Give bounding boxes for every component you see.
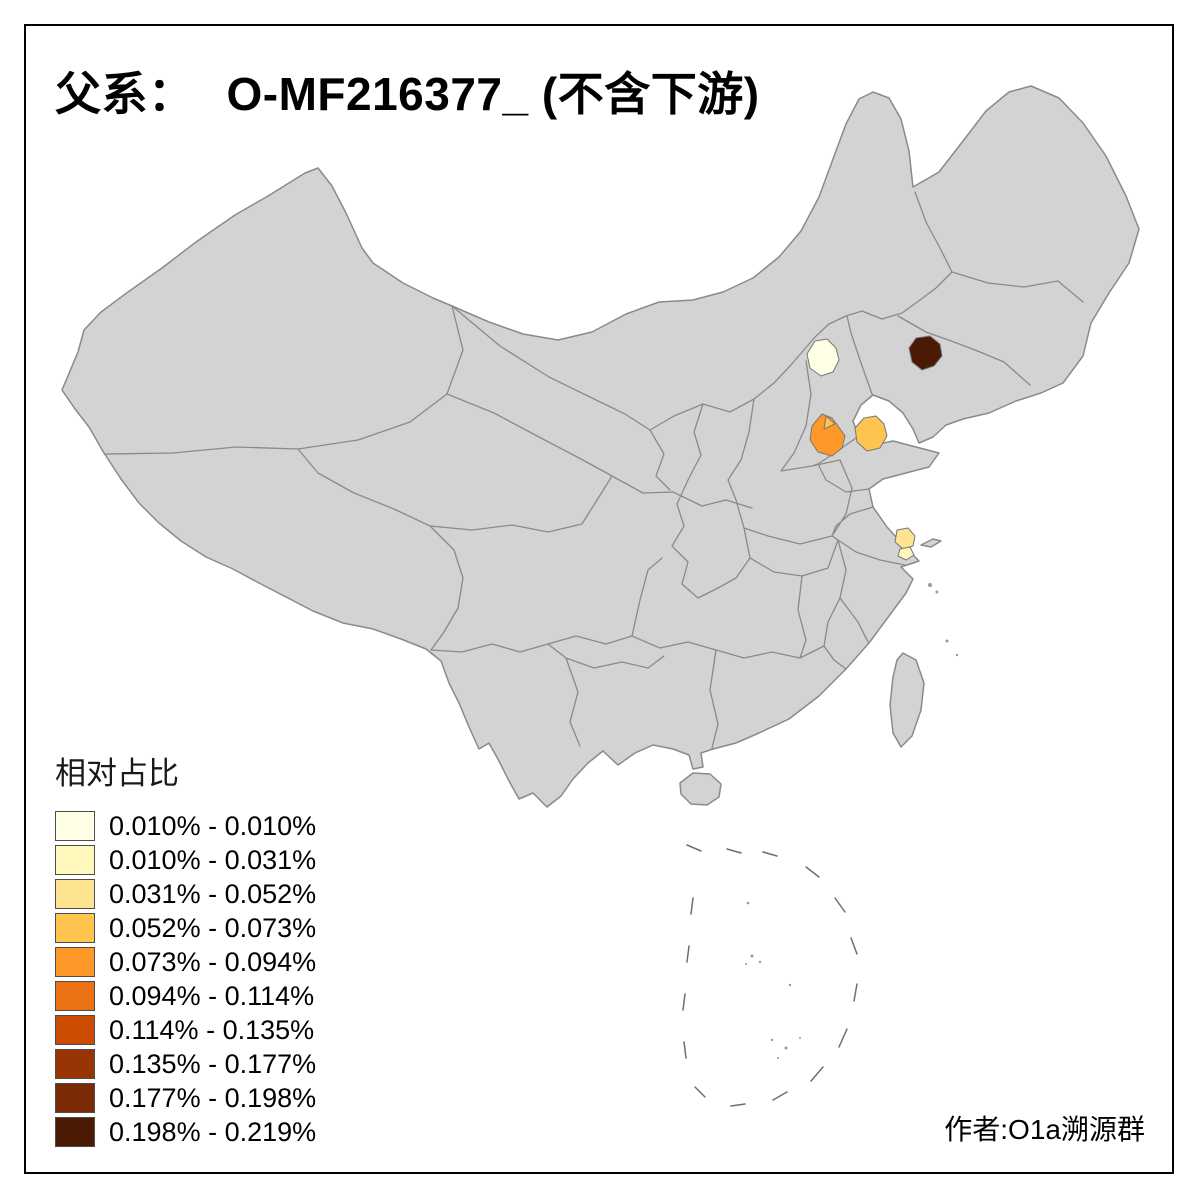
legend-row: 0.052% - 0.073%: [55, 913, 316, 943]
legend-row: 0.114% - 0.135%: [55, 1015, 316, 1045]
legend-title: 相对占比: [55, 756, 179, 791]
map-title: 父系： O-MF216377_ (不含下游): [55, 58, 760, 124]
region-henan-main: [809, 413, 846, 457]
legend-row: 0.135% - 0.177%: [55, 1049, 316, 1079]
legend-label: 0.073% - 0.094%: [109, 946, 317, 977]
legend-label: 0.198% - 0.219%: [109, 1116, 317, 1147]
legend-label: 0.135% - 0.177%: [109, 1048, 317, 1079]
legend-row: 0.094% - 0.114%: [55, 981, 316, 1011]
region-shanghai-south: [897, 546, 915, 561]
small-islands: [745, 583, 959, 1059]
highlighted-regions: [806, 335, 943, 561]
region-henan-north: [823, 415, 836, 430]
legend: 相对占比 0.010% - 0.010% 0.010% - 0.031% 0.0…: [55, 748, 316, 1151]
legend-swatch: [55, 845, 95, 875]
legend-swatch: [55, 913, 95, 943]
legend-row: 0.177% - 0.198%: [55, 1083, 316, 1113]
legend-label: 0.177% - 0.198%: [109, 1082, 317, 1113]
region-shandong: [854, 415, 888, 452]
legend-swatch: [55, 981, 95, 1011]
nine-dash-line: [682, 844, 858, 1107]
legend-swatch: [55, 1015, 95, 1045]
legend-label: 0.114% - 0.135%: [109, 1014, 315, 1045]
legend-label: 0.094% - 0.114%: [109, 980, 315, 1011]
mainland-outline: [61, 85, 1140, 808]
legend-swatch: [55, 1083, 95, 1113]
legend-row: 0.031% - 0.052%: [55, 879, 316, 909]
title-haplogroup: O-MF216377_ (不含下游): [226, 68, 760, 120]
author-credit: 作者:O1a溯源群: [944, 1114, 1145, 1145]
legend-swatch: [55, 811, 95, 841]
legend-row: 0.073% - 0.094%: [55, 947, 316, 977]
legend-row: 0.198% - 0.219%: [55, 1117, 316, 1147]
legend-label: 0.052% - 0.073%: [109, 912, 317, 943]
taiwan-island: [889, 652, 925, 748]
legend-swatch: [55, 947, 95, 977]
region-shanghai-north: [894, 527, 916, 550]
legend-swatch: [55, 1117, 95, 1147]
region-beijing: [806, 338, 840, 377]
legend-label: 0.010% - 0.010%: [109, 810, 317, 841]
legend-label: 0.031% - 0.052%: [109, 878, 317, 909]
region-liaoning: [908, 335, 943, 371]
hainan-island: [679, 772, 722, 806]
province-borders: [105, 191, 1084, 749]
legend-row: 0.010% - 0.031%: [55, 845, 316, 875]
chongming-island: [920, 538, 942, 548]
legend-swatch: [55, 879, 95, 909]
legend-row: 0.010% - 0.010%: [55, 811, 316, 841]
legend-label: 0.010% - 0.031%: [109, 844, 317, 875]
legend-swatch: [55, 1049, 95, 1079]
title-prefix: 父系：: [55, 68, 195, 120]
